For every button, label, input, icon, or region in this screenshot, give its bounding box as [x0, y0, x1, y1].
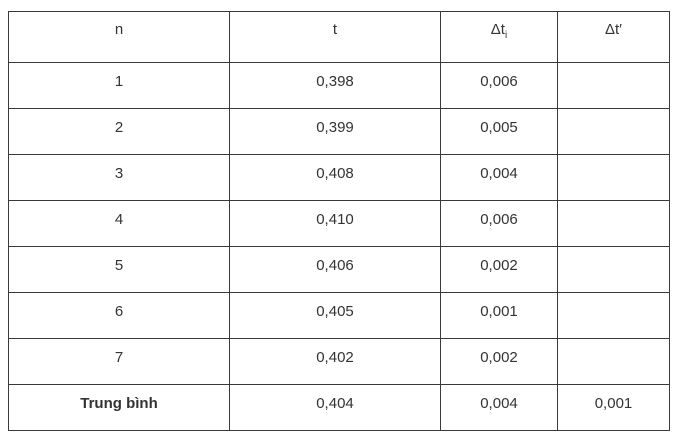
- table-cell: 0,004: [440, 154, 558, 201]
- table-cell: 0,399: [229, 108, 441, 155]
- table-cell: 0,406: [229, 246, 441, 293]
- header-subscript: i: [504, 30, 508, 41]
- empty-cell: [557, 154, 670, 201]
- table-cell: 0,410: [229, 200, 441, 247]
- table-cell: 0,001: [440, 292, 558, 339]
- table-cell: 0,004: [440, 384, 558, 431]
- table-cell: 0,006: [440, 200, 558, 247]
- empty-cell: [557, 108, 670, 155]
- table-row: 3 0,408 0,004: [8, 154, 670, 201]
- table-cell: 3: [8, 154, 230, 201]
- empty-cell: [557, 62, 670, 109]
- table-cell: 0,006: [440, 62, 558, 109]
- table-cell: 0,002: [440, 246, 558, 293]
- table-cell: 2: [8, 108, 230, 155]
- table-cell: 0,001: [557, 384, 670, 431]
- table-cell: 0,402: [229, 338, 441, 385]
- header-text: Δt: [490, 21, 505, 38]
- table-cell: 6: [8, 292, 230, 339]
- table-cell: 5: [8, 246, 230, 293]
- header-row: n t Δti Δt′: [8, 11, 670, 63]
- empty-cell: [557, 200, 670, 247]
- table-row: Trung bình 0,404 0,004 0,001: [8, 384, 670, 431]
- table-row: 1 0,398 0,006: [8, 62, 670, 109]
- table-cell: 0,005: [440, 108, 558, 155]
- table-cell: 0,398: [229, 62, 441, 109]
- empty-cell: [557, 338, 670, 385]
- table-cell: 0,408: [229, 154, 441, 201]
- table-row: 5 0,406 0,002: [8, 246, 670, 293]
- header-cell: Δti: [440, 11, 558, 63]
- table-cell: 0,002: [440, 338, 558, 385]
- empty-cell: [557, 246, 670, 293]
- table-cell: 4: [8, 200, 230, 247]
- table-cell: Trung bình: [8, 384, 230, 431]
- table-row: 2 0,399 0,005: [8, 108, 670, 155]
- empty-cell: [557, 292, 670, 339]
- header-cell: t: [229, 11, 441, 63]
- header-cell: Δt′: [557, 11, 670, 63]
- table-row: 4 0,410 0,006: [8, 200, 670, 247]
- header-cell: n: [8, 11, 230, 63]
- data-table: n t Δti Δt′ 1 0,398 0,006 2 0,399 0,005 3 0,408 0,00…: [8, 11, 670, 431]
- table-cell: 0,405: [229, 292, 441, 339]
- table-cell: 0,404: [229, 384, 441, 431]
- table-row: 7 0,402 0,002: [8, 338, 670, 385]
- table-cell: 1: [8, 62, 230, 109]
- table-cell: 7: [8, 338, 230, 385]
- table-row: 6 0,405 0,001: [8, 292, 670, 339]
- table-body: n t Δti Δt′ 1 0,398 0,006 2 0,399 0,005 3 0,408 0,00…: [8, 11, 670, 431]
